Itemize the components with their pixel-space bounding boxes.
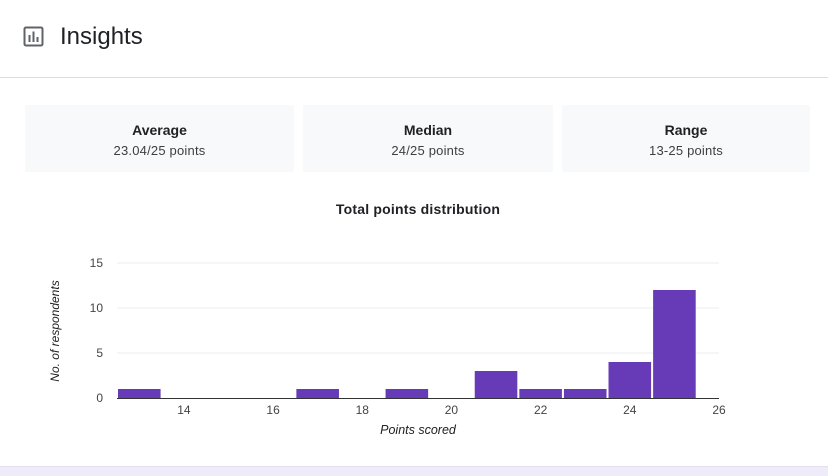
x-tick-label: 18 <box>356 403 370 417</box>
x-axis-label: Points scored <box>380 423 457 437</box>
x-tick-label: 22 <box>534 403 548 417</box>
bar[interactable] <box>474 371 518 398</box>
stat-label: Range <box>664 122 708 138</box>
chart-title: Total points distribution <box>335 201 501 217</box>
stat-label: Average <box>132 122 187 138</box>
y-axis-label: No. of respondents <box>48 280 62 381</box>
footer-strip <box>0 466 828 476</box>
points-distribution-chart: Total points distribution 0 5 10 15 14 16 18 20… <box>0 190 828 450</box>
bar-chart-icon <box>23 26 44 47</box>
y-tick-label: 10 <box>90 301 104 315</box>
x-tick-label: 26 <box>712 403 726 417</box>
bar[interactable] <box>519 389 562 398</box>
tick-labels: 0 5 10 15 14 16 18 20 22 24 26 <box>90 256 726 417</box>
bar[interactable] <box>118 389 161 398</box>
stat-value: 24/25 points <box>391 143 465 158</box>
stat-value: 13-25 points <box>649 143 723 158</box>
stat-card-average: Average 23.04/25 points <box>25 105 294 172</box>
gridlines <box>117 262 719 354</box>
bar[interactable] <box>653 290 696 398</box>
bar[interactable] <box>296 389 339 398</box>
stat-card-range: Range 13-25 points <box>562 105 810 172</box>
page-title: Insights <box>60 23 143 50</box>
y-tick-label: 0 <box>96 391 103 405</box>
chart-svg: 0 5 10 15 14 16 18 20 22 24 26 Points scored No. o… <box>48 256 726 437</box>
insights-header: Insights <box>0 0 828 78</box>
bar[interactable] <box>563 389 607 398</box>
summary-stats: Average 23.04/25 points Median 24/25 poi… <box>0 0 828 200</box>
stat-value: 23.04/25 points <box>113 143 206 158</box>
bar[interactable] <box>385 389 429 398</box>
y-tick-label: 5 <box>96 346 103 360</box>
y-tick-label: 15 <box>90 256 104 270</box>
x-tick-label: 24 <box>623 403 637 417</box>
bars <box>118 290 696 398</box>
bar[interactable] <box>608 362 652 398</box>
stat-label: Median <box>403 122 453 138</box>
x-tick-label: 20 <box>445 403 459 417</box>
x-tick-label: 14 <box>177 403 191 417</box>
x-tick-label: 16 <box>266 403 280 417</box>
stat-card-median: Median 24/25 points <box>303 105 553 172</box>
